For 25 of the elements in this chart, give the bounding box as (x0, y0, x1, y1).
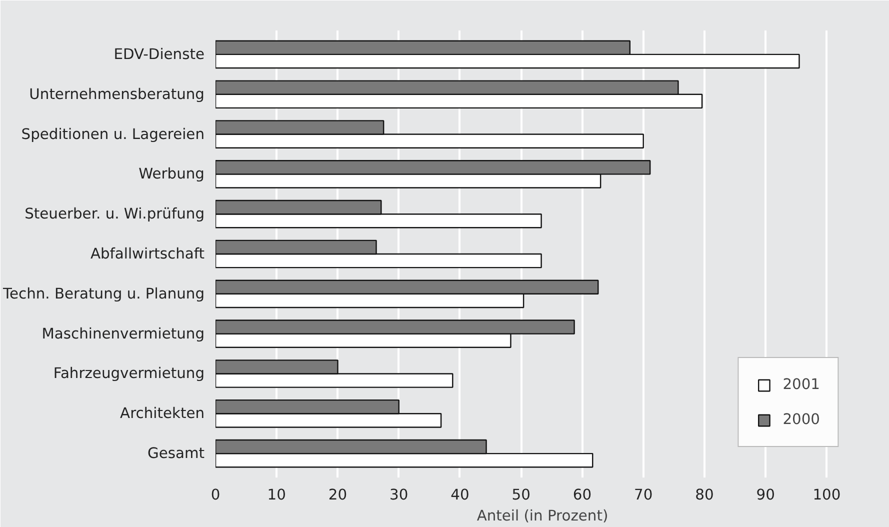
y-tick-label: Unternehmensberatung (29, 86, 205, 103)
legend-label: 2000 (782, 411, 820, 428)
y-tick-label: Architekten (120, 405, 204, 422)
y-tick-label: EDV-Dienste (114, 46, 205, 63)
legend-label: 2001 (782, 376, 820, 393)
x-tick-label: 80 (695, 486, 714, 504)
y-tick-label: Werbung (138, 166, 205, 183)
y-tick-label: Maschinenvermietung (42, 325, 205, 342)
x-tick-label: 10 (267, 486, 286, 504)
y-tick-label: Steuerber. u. Wi.prüfung (24, 206, 205, 223)
x-tick-label: 90 (756, 486, 775, 504)
y-tick-label: Techn. Beratung u. Planung (2, 285, 205, 302)
y-tick-label: Fahrzeugvermietung (53, 365, 205, 382)
x-tick-label: 70 (634, 486, 653, 504)
x-axis-title: Anteil (in Prozent) (476, 508, 608, 524)
x-tick-label: 0 (210, 486, 220, 504)
x-tick-label: 30 (390, 486, 408, 504)
x-tick-label: 50 (512, 486, 530, 504)
y-tick-label: Abfallwirtschaft (90, 246, 205, 262)
y-tick-label: Speditionen u. Lagereien (21, 126, 205, 143)
x-tick-label: 100 (812, 486, 841, 504)
x-tick-label: 60 (572, 486, 592, 504)
y-tick-label: Gesamt (147, 445, 205, 462)
x-tick-label: 40 (450, 486, 470, 504)
x-tick-label: 20 (328, 486, 348, 504)
